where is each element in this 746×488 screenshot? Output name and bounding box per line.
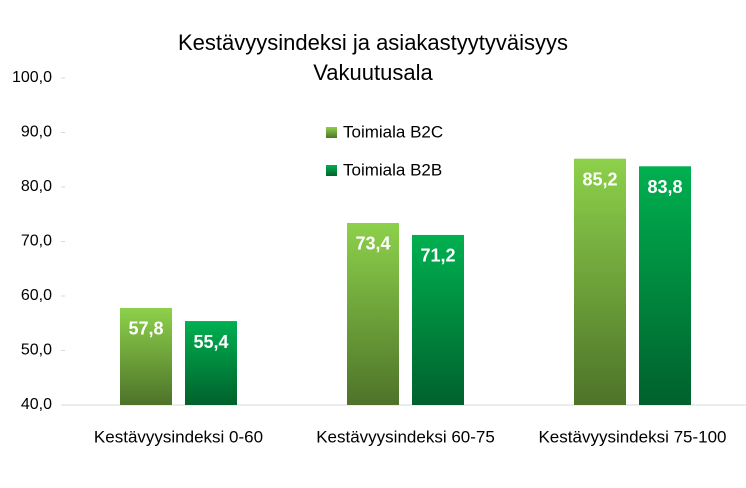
value-label: 83,8 (647, 177, 682, 197)
x-tick-label: Kestävyysindeksi 60-75 (316, 427, 495, 446)
legend-swatch (326, 165, 337, 176)
value-label: 55,4 (193, 332, 228, 352)
legend-label: Toimiala B2B (343, 160, 442, 179)
bar (347, 222, 399, 405)
y-tick-label: 60,0 (21, 287, 52, 304)
bar (120, 307, 172, 405)
y-tick-label: 90,0 (21, 124, 52, 141)
value-label: 85,2 (582, 169, 617, 189)
bar (574, 158, 626, 405)
y-tick-label: 40,0 (21, 396, 52, 413)
value-label: 57,8 (128, 319, 163, 339)
x-tick-label: Kestävyysindeksi 0-60 (94, 427, 263, 446)
legend-swatch (326, 127, 337, 138)
y-tick-label: 50,0 (21, 342, 52, 359)
bar (412, 234, 464, 405)
y-tick-label: 100,0 (12, 69, 52, 86)
legend-label: Toimiala B2C (343, 122, 443, 141)
value-label: 71,2 (420, 246, 455, 266)
bar (639, 166, 691, 405)
y-tick-label: 70,0 (21, 233, 52, 250)
value-label: 73,4 (355, 234, 390, 254)
x-tick-label: Kestävyysindeksi 75-100 (538, 427, 726, 446)
y-tick-label: 80,0 (21, 178, 52, 195)
chart-title: Kestävyysindeksi ja asiakastyytyväisyys (178, 30, 568, 55)
bar (185, 321, 237, 405)
chart-subtitle: Vakuutusala (313, 60, 433, 85)
